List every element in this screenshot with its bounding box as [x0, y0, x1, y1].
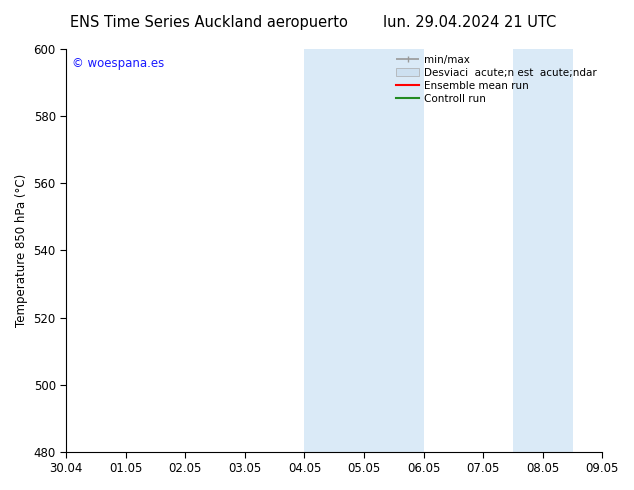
Text: ENS Time Series Auckland aeropuerto: ENS Time Series Auckland aeropuerto: [70, 15, 348, 30]
Text: © woespana.es: © woespana.es: [72, 57, 164, 71]
Bar: [304, 49, 424, 452]
Legend: min/max, Desviaci  acute;n est  acute;ndar, Ensemble mean run, Controll run: min/max, Desviaci acute;n est acute;ndar…: [396, 54, 597, 104]
Bar: [513, 49, 573, 452]
Y-axis label: Temperature 850 hPa (°C): Temperature 850 hPa (°C): [15, 174, 28, 327]
Text: lun. 29.04.2024 21 UTC: lun. 29.04.2024 21 UTC: [382, 15, 556, 30]
